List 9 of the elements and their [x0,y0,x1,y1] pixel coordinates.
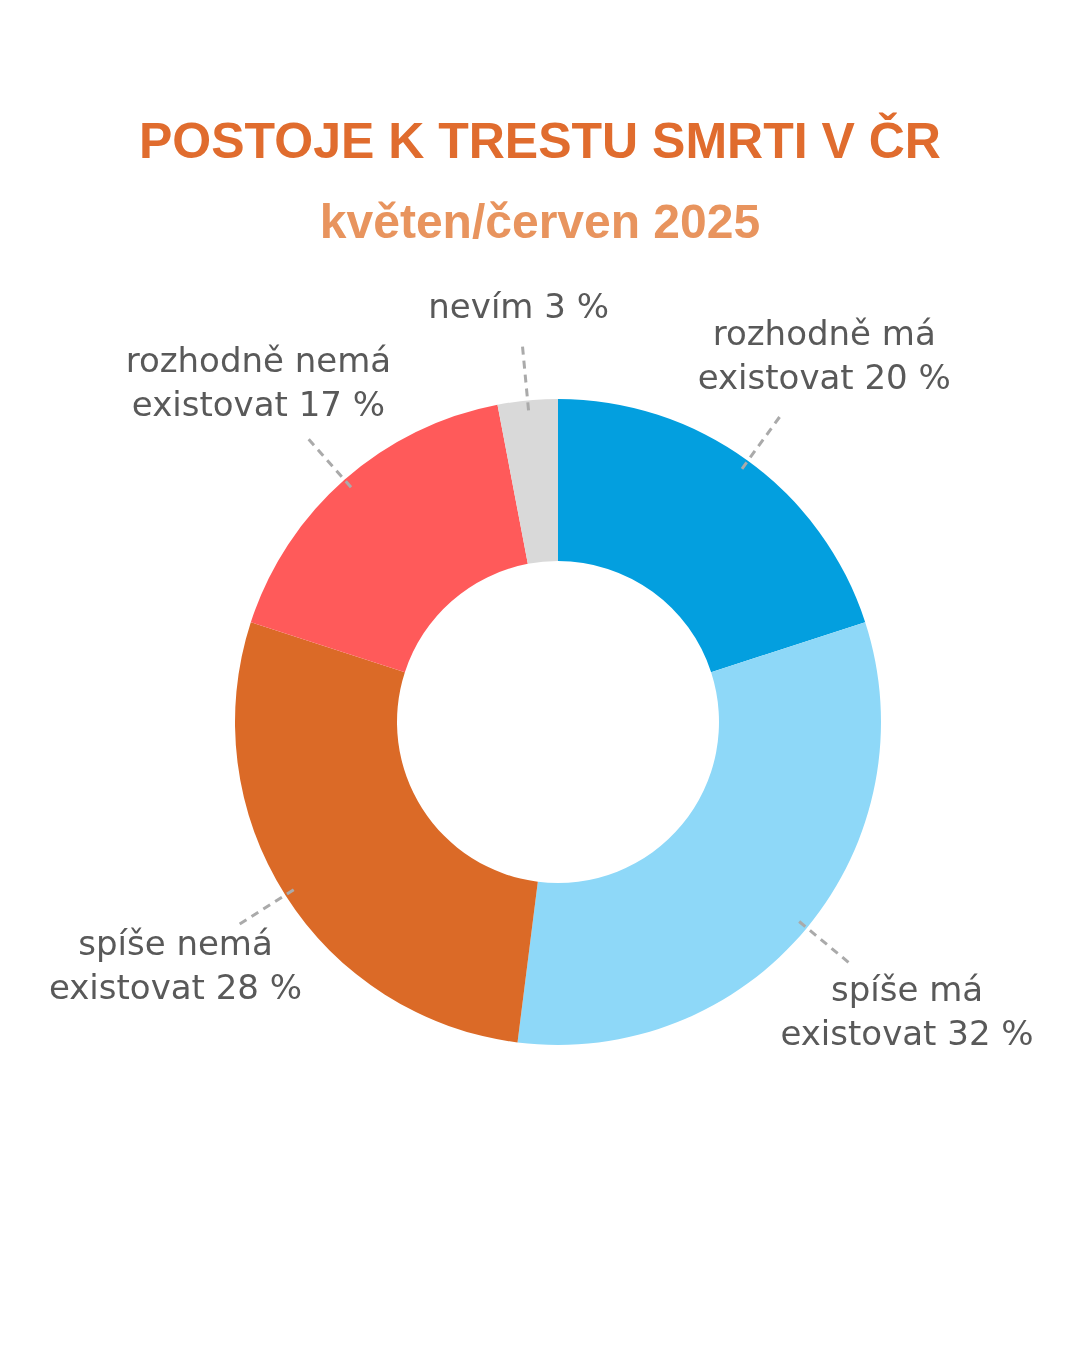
slice-label: rozhodně nemá existovat 17 % [125,340,392,425]
slice-label: rozhodně má existovat 20 % [697,313,951,398]
slice-label: nevím 3 % [428,285,610,326]
chart-title: POSTOJE K TRESTU SMRTI V ČR [139,112,941,169]
donut-slice [558,399,866,673]
donut-slice [497,399,558,564]
chart-subtitle: květen/červen 2025 [319,195,761,248]
slice-label: spíše má existovat 32 % [780,968,1034,1053]
slice-label: spíše nemá existovat 28 % [48,922,303,1007]
